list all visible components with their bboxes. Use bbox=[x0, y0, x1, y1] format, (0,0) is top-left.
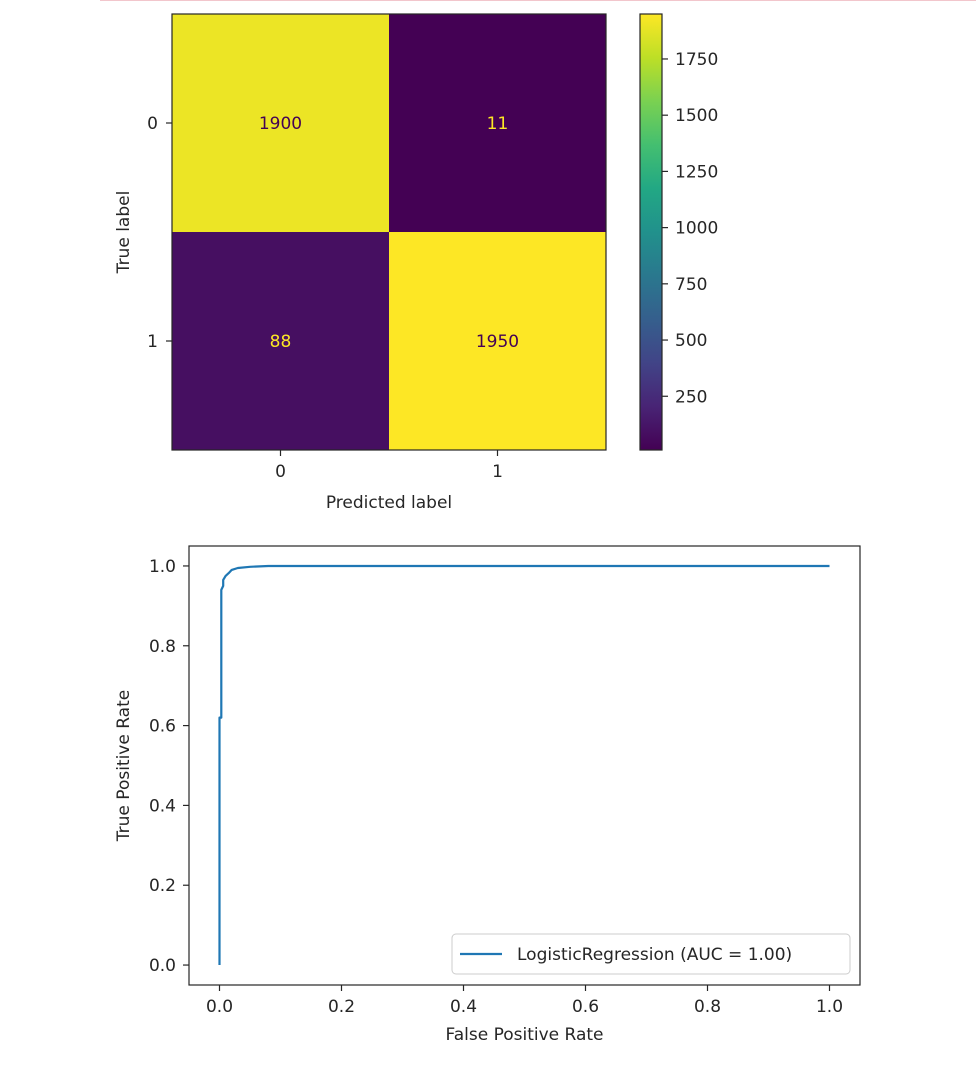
x-axis-label: False Positive Rate bbox=[446, 1025, 604, 1045]
roc-series-line bbox=[218, 564, 830, 965]
x-tick-label: 0 bbox=[275, 462, 286, 482]
y-axis-label: True label bbox=[114, 191, 134, 275]
heatmap-cell bbox=[172, 14, 389, 232]
y-tick-label: 0.6 bbox=[149, 717, 176, 737]
cell-separator-line bbox=[100, 0, 976, 1]
x-tick-label: 0.4 bbox=[450, 997, 477, 1017]
heatmap-cell bbox=[389, 232, 606, 450]
x-tick-label: 1 bbox=[492, 462, 503, 482]
legend-label: LogisticRegression (AUC = 1.00) bbox=[517, 945, 792, 965]
colorbar-tick-label: 1750 bbox=[675, 50, 718, 70]
y-tick-label: 0.0 bbox=[149, 956, 176, 976]
cell-value-label: 1950 bbox=[476, 332, 519, 352]
cell-value-label: 11 bbox=[487, 114, 509, 134]
y-tick-label: 1 bbox=[147, 332, 158, 352]
plot-frame bbox=[188, 545, 861, 986]
colorbar: 250 500 750 1000 1250 1500 1750 bbox=[639, 13, 718, 451]
roc-curve-chart: 0.0 0.2 0.4 0.6 0.8 1.0 0.0 0.2 0.4 0.6 0.8 1.0 Fals… bbox=[114, 545, 861, 1045]
colorbar-tick-label: 750 bbox=[675, 275, 707, 295]
colorbar-tick-label: 1250 bbox=[675, 162, 718, 182]
colorbar-tick-label: 500 bbox=[675, 331, 707, 351]
y-tick-label: 0.8 bbox=[149, 637, 176, 657]
x-axis-label: Predicted label bbox=[326, 493, 452, 513]
heatmap-cell bbox=[172, 232, 389, 450]
y-tick-label: 0.4 bbox=[149, 796, 176, 816]
colorbar-tick-label: 250 bbox=[675, 387, 707, 407]
y-axis-label: True Positive Rate bbox=[114, 690, 134, 842]
cell-value-label: 1900 bbox=[259, 114, 302, 134]
confusion-matrix-chart: 1900 11 88 1950 0 1 0 1 Predicted label True labe… bbox=[114, 13, 607, 513]
y-tick-label: 0 bbox=[147, 114, 158, 134]
plot-frame bbox=[171, 13, 607, 451]
heatmap-cell bbox=[389, 14, 606, 232]
legend-box bbox=[451, 933, 851, 975]
y-tick-label: 0.2 bbox=[149, 876, 176, 896]
cell-value-label: 88 bbox=[270, 332, 292, 352]
colorbar-gradient bbox=[639, 13, 663, 451]
x-tick-label: 1.0 bbox=[816, 997, 843, 1017]
x-tick-label: 0.8 bbox=[694, 997, 721, 1017]
x-tick-label: 0.2 bbox=[328, 997, 355, 1017]
colorbar-tick-label: 1500 bbox=[675, 106, 718, 126]
y-tick-label: 1.0 bbox=[149, 557, 176, 577]
x-tick-label: 0.6 bbox=[572, 997, 599, 1017]
x-tick-label: 0.0 bbox=[206, 997, 233, 1017]
colorbar-tick-label: 1000 bbox=[675, 219, 718, 239]
